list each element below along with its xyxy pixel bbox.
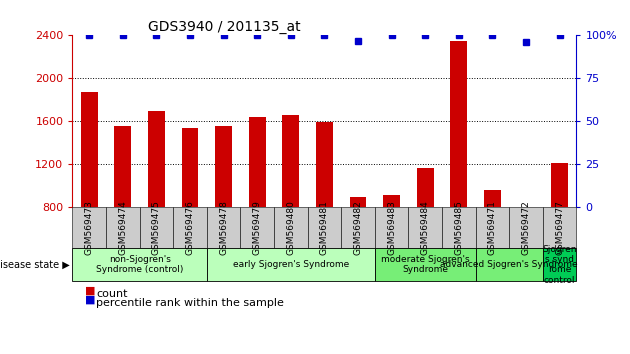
Text: early Sjogren's Syndrome: early Sjogren's Syndrome	[232, 260, 349, 269]
Bar	[551, 163, 568, 293]
Text: GSM569482: GSM569482	[353, 200, 362, 255]
Bar	[215, 126, 232, 293]
Bar	[450, 41, 467, 293]
Bar	[383, 195, 400, 293]
Bar	[484, 190, 501, 293]
Text: GSM569481: GSM569481	[320, 200, 329, 255]
Text: disease state ▶: disease state ▶	[0, 259, 69, 270]
Text: GSM569471: GSM569471	[488, 200, 497, 255]
Bar	[350, 198, 367, 293]
Text: Sjogren
s synd
rome
control: Sjogren s synd rome control	[542, 245, 577, 285]
Text: ■: ■	[85, 295, 96, 305]
Text: non-Sjogren's
Syndrome (control): non-Sjogren's Syndrome (control)	[96, 255, 183, 274]
Text: advanced Sjogren's Syndrome: advanced Sjogren's Syndrome	[440, 260, 578, 269]
Text: ■: ■	[85, 286, 96, 296]
Text: GSM569474: GSM569474	[118, 200, 127, 255]
Text: GSM569483: GSM569483	[387, 200, 396, 255]
Bar	[316, 122, 333, 293]
Text: GSM569473: GSM569473	[85, 200, 94, 255]
Text: GSM569472: GSM569472	[522, 200, 530, 255]
Text: count: count	[96, 289, 128, 299]
Text: GSM569475: GSM569475	[152, 200, 161, 255]
Text: GSM569479: GSM569479	[253, 200, 261, 255]
Bar	[249, 117, 266, 293]
Bar	[115, 126, 131, 293]
Bar	[81, 92, 98, 293]
Bar	[181, 128, 198, 293]
Text: GSM569476: GSM569476	[186, 200, 195, 255]
Bar	[148, 110, 165, 293]
Text: percentile rank within the sample: percentile rank within the sample	[96, 298, 284, 308]
Text: GSM569480: GSM569480	[287, 200, 295, 255]
Bar	[417, 169, 433, 293]
Bar	[282, 115, 299, 293]
Bar	[518, 207, 534, 293]
Text: GSM569484: GSM569484	[421, 200, 430, 255]
Text: GDS3940 / 201135_at: GDS3940 / 201135_at	[148, 21, 301, 34]
Text: GSM569478: GSM569478	[219, 200, 228, 255]
Text: moderate Sjogren's
Syndrome: moderate Sjogren's Syndrome	[381, 255, 469, 274]
Text: GSM569485: GSM569485	[454, 200, 463, 255]
Text: GSM569477: GSM569477	[555, 200, 564, 255]
